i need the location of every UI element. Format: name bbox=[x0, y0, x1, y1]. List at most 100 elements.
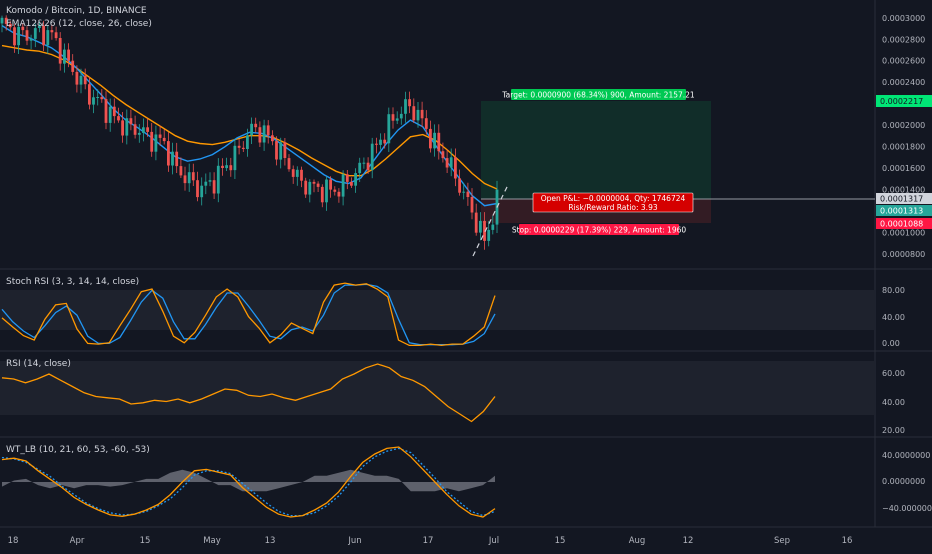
ema-legend[interactable]: EMA12&26 (12, close, 26, close) bbox=[6, 19, 152, 29]
candle-body bbox=[416, 109, 420, 121]
candle-body bbox=[379, 139, 382, 145]
entry-price-tag bbox=[876, 193, 932, 204]
wt-legend[interactable]: WT_LB (10, 21, 60, 53, -60, -53) bbox=[6, 445, 150, 455]
candle-body bbox=[433, 132, 436, 149]
price-axis-label: 0.0001400 bbox=[882, 185, 925, 194]
time-axis-label: Aug bbox=[629, 536, 646, 546]
price-axis-label: 0.0002600 bbox=[882, 57, 925, 66]
candle-body bbox=[25, 30, 29, 41]
pnl-label-box[interactable] bbox=[532, 192, 694, 213]
ema26-line bbox=[1, 44, 498, 190]
candle-body bbox=[487, 229, 491, 241]
rsi-legend[interactable]: RSI (14, close) bbox=[6, 359, 71, 369]
candle-body bbox=[420, 109, 424, 119]
time-axis-label: 18 bbox=[8, 536, 19, 546]
candle-body bbox=[399, 113, 403, 119]
stoch-legend[interactable]: Stoch RSI (3, 3, 14, 14, close) bbox=[6, 277, 139, 287]
candle-body bbox=[50, 30, 54, 33]
candle-body bbox=[483, 220, 486, 241]
price-axis-label: 0.0001800 bbox=[882, 143, 925, 152]
candle-body bbox=[88, 84, 91, 105]
candle-body bbox=[146, 127, 149, 132]
rsi-axis-label: 40.00 bbox=[882, 398, 905, 407]
candle-body bbox=[325, 179, 328, 203]
candle-body bbox=[63, 49, 66, 64]
current-price-tag bbox=[876, 205, 932, 216]
candle-body bbox=[254, 123, 258, 128]
stop-label: Stop: 0.0000229 (17.39%) 229, Amount: 19… bbox=[512, 226, 687, 235]
price-axis-label: 0.0003000 bbox=[882, 14, 925, 23]
candle-body bbox=[100, 97, 104, 100]
target-label-box[interactable] bbox=[511, 89, 686, 100]
candle-body bbox=[279, 142, 283, 160]
candle-body bbox=[142, 127, 145, 133]
target-price-tag bbox=[876, 95, 932, 107]
candle-body bbox=[233, 145, 237, 171]
candle-body bbox=[112, 106, 116, 117]
candle-body bbox=[449, 157, 453, 168]
candle-body bbox=[287, 158, 291, 170]
candle-body bbox=[92, 97, 95, 105]
time-axis-label: Apr bbox=[70, 536, 85, 546]
candle-body bbox=[196, 180, 199, 198]
target-label: Target: 0.0000900 (68.34%) 900, Amount: … bbox=[501, 91, 695, 100]
candle-body bbox=[175, 151, 179, 167]
candle-body bbox=[129, 118, 133, 125]
price-axis-label: 0.0000800 bbox=[882, 250, 925, 259]
candle-body bbox=[387, 114, 391, 144]
candle-body bbox=[424, 118, 428, 129]
time-axis-label: May bbox=[203, 536, 221, 546]
candle-body bbox=[375, 143, 378, 145]
trend-line[interactable] bbox=[472, 184, 509, 257]
candle-body bbox=[33, 28, 37, 39]
candle-body bbox=[366, 162, 370, 171]
entry-price-text: 0.0001317 bbox=[880, 195, 923, 204]
time-axis-label: Jul bbox=[488, 536, 499, 546]
target-zone[interactable] bbox=[481, 101, 711, 199]
price-axis-label: 0.0002400 bbox=[882, 78, 925, 87]
candle-body bbox=[125, 118, 129, 136]
candle-body bbox=[479, 220, 482, 233]
candle-body bbox=[38, 25, 41, 28]
candle-body bbox=[412, 106, 416, 121]
candle-body bbox=[167, 141, 170, 166]
symbol-title[interactable]: Komodo / Bitcoin, 1D, BINANCE bbox=[6, 6, 147, 16]
candle-body bbox=[262, 125, 266, 143]
candle-body bbox=[462, 191, 466, 193]
time-axis-label: 17 bbox=[423, 536, 434, 546]
candle-body bbox=[96, 97, 100, 98]
candle-body bbox=[300, 169, 303, 181]
candle-body bbox=[208, 180, 212, 182]
candle-body bbox=[445, 158, 449, 168]
candle-body bbox=[470, 197, 474, 213]
candle-body bbox=[408, 99, 411, 107]
candle-body bbox=[4, 17, 8, 24]
wt-axis-label: 40.0000000 bbox=[882, 451, 930, 460]
candle-body bbox=[466, 191, 470, 197]
candle-body bbox=[246, 135, 249, 149]
candle-body bbox=[474, 212, 478, 233]
candle-body bbox=[341, 174, 345, 197]
candle-body bbox=[29, 38, 33, 41]
candle-body bbox=[150, 131, 154, 152]
candle-body bbox=[13, 27, 16, 46]
candle-body bbox=[391, 114, 395, 121]
stop-price-text: 0.0001088 bbox=[880, 220, 923, 229]
candle-body bbox=[54, 32, 58, 39]
pnl-label: Open P&L: −0.0000004, Qty: 1746724 bbox=[541, 194, 686, 203]
candle-body bbox=[250, 123, 253, 136]
time-axis-label: 12 bbox=[683, 536, 694, 546]
candle-body bbox=[221, 165, 224, 168]
candle-body bbox=[241, 147, 245, 149]
stop-label-box[interactable] bbox=[519, 224, 679, 235]
rsi-axis-label: 20.00 bbox=[882, 426, 905, 435]
candle-body bbox=[42, 25, 45, 46]
candle-body bbox=[229, 165, 233, 171]
candle-body bbox=[204, 181, 208, 186]
candle-body bbox=[395, 118, 399, 121]
stoch-d-line bbox=[1, 283, 496, 346]
candle-body bbox=[79, 75, 83, 85]
